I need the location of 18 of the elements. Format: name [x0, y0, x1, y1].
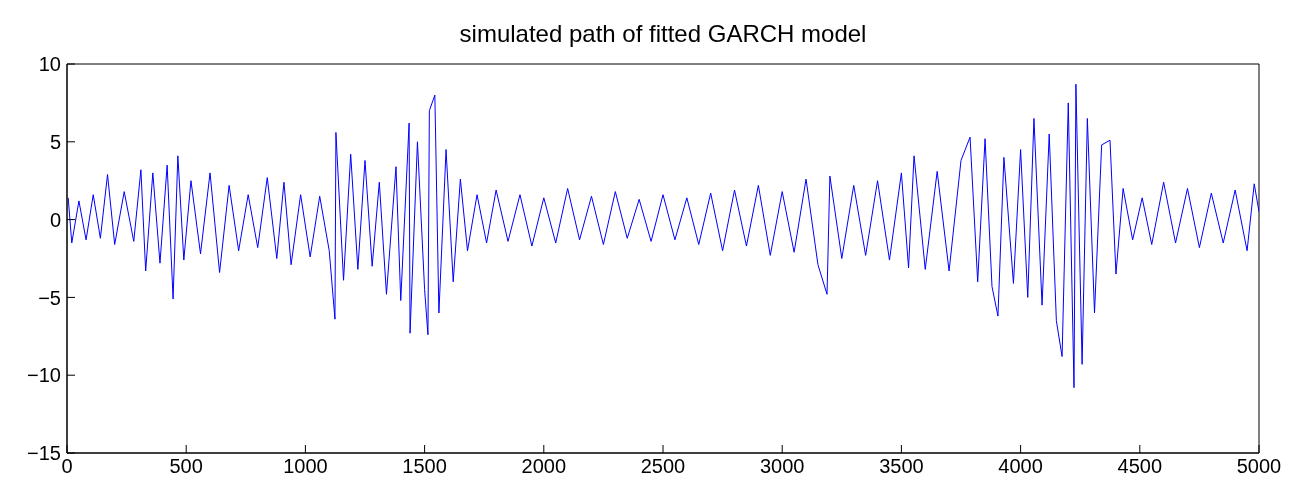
y-tick-label: −5	[38, 286, 61, 309]
x-tick-label: 1000	[283, 455, 328, 478]
x-tick-label: 3000	[759, 455, 805, 478]
y-tick-label: 5	[49, 130, 61, 153]
chart-title: simulated path of fitted GARCH model	[458, 20, 868, 48]
x-tick-label: 1500	[402, 455, 447, 478]
x-tick-label: 2000	[521, 455, 567, 478]
x-tick-label: 4500	[1117, 455, 1163, 478]
line-series	[67, 83, 1259, 389]
x-tick-label: 500	[169, 455, 203, 478]
y-tick-label: 10	[38, 53, 61, 76]
x-tick-label: 5000	[1236, 455, 1282, 478]
y-tick-label: −15	[27, 442, 61, 465]
x-tick-label: 2500	[640, 455, 686, 478]
y-tick-label: −10	[27, 364, 61, 387]
x-tick-label: 4000	[998, 455, 1043, 478]
x-tick-label: 3500	[879, 455, 924, 478]
y-tick-label: 0	[49, 208, 61, 231]
